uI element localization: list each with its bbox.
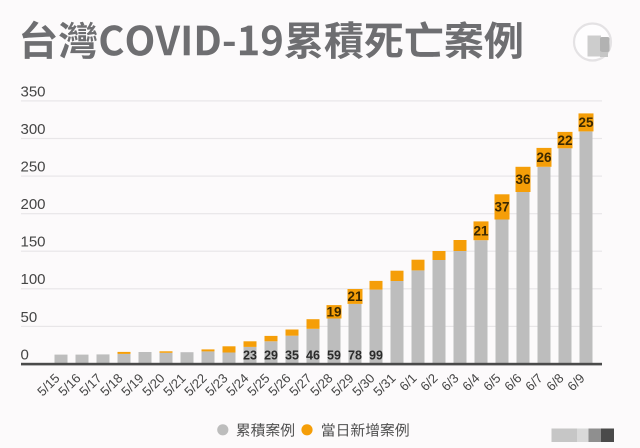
svg-text:99: 99 [369,349,383,363]
svg-text:22: 22 [557,133,572,148]
svg-text:46: 46 [306,349,320,363]
svg-text:300: 300 [21,121,46,138]
svg-text:78: 78 [348,349,362,363]
svg-text:200: 200 [21,196,46,213]
svg-text:25: 25 [578,115,594,130]
svg-text:0: 0 [21,346,29,363]
svg-text:350: 350 [21,83,46,100]
svg-text:100: 100 [21,271,46,288]
svg-text:19: 19 [326,305,341,320]
svg-text:21: 21 [473,224,489,239]
svg-text:36: 36 [515,172,531,187]
svg-text:29: 29 [264,349,278,363]
svg-text:59: 59 [327,349,341,363]
svg-text:35: 35 [285,349,299,363]
svg-text:23: 23 [243,349,257,363]
svg-text:21: 21 [347,289,363,304]
svg-text:150: 150 [21,234,46,251]
svg-text:26: 26 [536,150,552,165]
svg-text:250: 250 [21,159,46,176]
svg-text:37: 37 [494,200,509,215]
svg-text:50: 50 [21,309,38,326]
